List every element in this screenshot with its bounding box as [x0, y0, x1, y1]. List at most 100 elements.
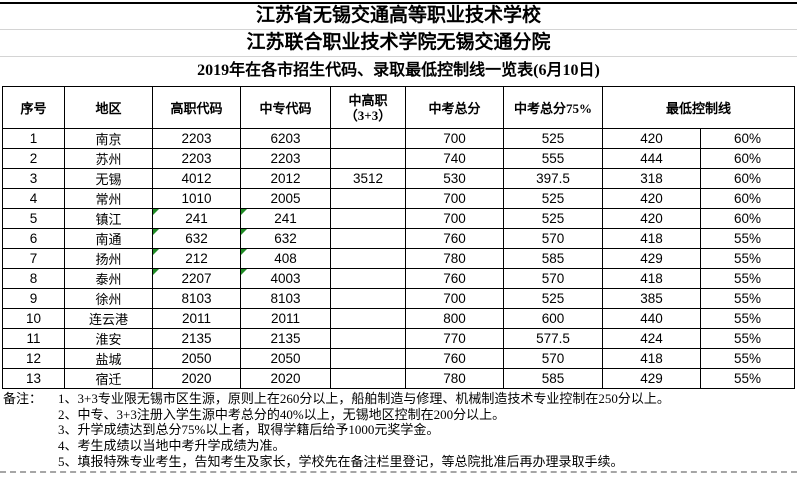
cell-min-line-score[interactable]: 429: [602, 248, 701, 269]
cell-min-line-percent[interactable]: 55%: [700, 248, 795, 269]
cell-seq[interactable]: 9: [2, 288, 65, 309]
cell-zhongzhuan-code[interactable]: 241: [240, 208, 331, 229]
cell-zhongzhuan-code[interactable]: 2203: [240, 148, 331, 169]
cell-min-line-score[interactable]: 418: [602, 228, 701, 249]
cell-zhonggaozhi[interactable]: [330, 268, 406, 289]
cell-min-line-score[interactable]: 420: [602, 128, 701, 149]
cell-min-line-percent[interactable]: 60%: [700, 208, 795, 229]
cell-min-line-score[interactable]: 440: [602, 308, 701, 329]
cell-min-line-score[interactable]: 418: [602, 348, 701, 369]
cell-region[interactable]: 连云港: [64, 308, 153, 329]
header-zhongkao-75[interactable]: 中考总分75%: [503, 86, 603, 129]
cell-region[interactable]: 无锡: [64, 168, 153, 189]
cell-seq[interactable]: 2: [2, 148, 65, 169]
cell-zhongzhuan-code[interactable]: 4003: [240, 268, 331, 289]
cell-zhongkao-75[interactable]: 577.5: [503, 328, 603, 349]
cell-zhongkao-total[interactable]: 760: [405, 348, 504, 369]
cell-min-line-percent[interactable]: 55%: [700, 368, 795, 389]
cell-region[interactable]: 苏州: [64, 148, 153, 169]
cell-min-line-percent[interactable]: 55%: [700, 288, 795, 309]
cell-zhongzhuan-code[interactable]: 2050: [240, 348, 331, 369]
header-gaozhi-code[interactable]: 高职代码: [152, 86, 241, 129]
cell-gaozhi-code[interactable]: 2020: [152, 368, 241, 389]
cell-min-line-score[interactable]: 424: [602, 328, 701, 349]
cell-min-line-percent[interactable]: 55%: [700, 308, 795, 329]
cell-min-line-percent[interactable]: 55%: [700, 228, 795, 249]
cell-zhongkao-total[interactable]: 700: [405, 288, 504, 309]
cell-zhonggaozhi[interactable]: [330, 128, 406, 149]
cell-zhongkao-total[interactable]: 770: [405, 328, 504, 349]
cell-seq[interactable]: 3: [2, 168, 65, 189]
cell-zhongzhuan-code[interactable]: 2005: [240, 188, 331, 209]
cell-zhongkao-total[interactable]: 700: [405, 208, 504, 229]
cell-seq[interactable]: 12: [2, 348, 65, 369]
header-min-control-line[interactable]: 最低控制线: [602, 86, 795, 129]
cell-gaozhi-code[interactable]: 2050: [152, 348, 241, 369]
cell-gaozhi-code[interactable]: 212: [152, 248, 241, 269]
cell-zhongkao-75[interactable]: 585: [503, 248, 603, 269]
header-seq[interactable]: 序号: [2, 86, 65, 129]
cell-zhonggaozhi[interactable]: [330, 368, 406, 389]
cell-zhonggaozhi[interactable]: [330, 148, 406, 169]
header-region[interactable]: 地区: [64, 86, 153, 129]
cell-region[interactable]: 镇江: [64, 208, 153, 229]
cell-zhonggaozhi[interactable]: [330, 208, 406, 229]
cell-zhonggaozhi[interactable]: [330, 188, 406, 209]
cell-region[interactable]: 宿迁: [64, 368, 153, 389]
cell-zhonggaozhi[interactable]: [330, 328, 406, 349]
cell-zhongkao-total[interactable]: 700: [405, 188, 504, 209]
cell-seq[interactable]: 5: [2, 208, 65, 229]
cell-zhongzhuan-code[interactable]: 6203: [240, 128, 331, 149]
cell-zhongkao-total[interactable]: 530: [405, 168, 504, 189]
cell-region[interactable]: 常州: [64, 188, 153, 209]
cell-min-line-percent[interactable]: 55%: [700, 328, 795, 349]
cell-gaozhi-code[interactable]: 632: [152, 228, 241, 249]
cell-seq[interactable]: 8: [2, 268, 65, 289]
cell-gaozhi-code[interactable]: 241: [152, 208, 241, 229]
cell-zhongkao-75[interactable]: 585: [503, 368, 603, 389]
cell-zhongkao-total[interactable]: 700: [405, 128, 504, 149]
cell-gaozhi-code[interactable]: 4012: [152, 168, 241, 189]
cell-region[interactable]: 淮安: [64, 328, 153, 349]
cell-zhonggaozhi[interactable]: [330, 288, 406, 309]
header-zhongkao-total[interactable]: 中考总分: [405, 86, 504, 129]
cell-seq[interactable]: 11: [2, 328, 65, 349]
cell-gaozhi-code[interactable]: 2011: [152, 308, 241, 329]
cell-zhonggaozhi[interactable]: [330, 308, 406, 329]
cell-region[interactable]: 扬州: [64, 248, 153, 269]
cell-zhongkao-75[interactable]: 525: [503, 288, 603, 309]
cell-zhongkao-75[interactable]: 525: [503, 208, 603, 229]
cell-seq[interactable]: 13: [2, 368, 65, 389]
cell-min-line-percent[interactable]: 60%: [700, 148, 795, 169]
cell-min-line-percent[interactable]: 60%: [700, 168, 795, 189]
cell-zhongkao-total[interactable]: 800: [405, 308, 504, 329]
cell-zhongzhuan-code[interactable]: 408: [240, 248, 331, 269]
cell-seq[interactable]: 10: [2, 308, 65, 329]
cell-zhongkao-total[interactable]: 760: [405, 228, 504, 249]
cell-min-line-score[interactable]: 385: [602, 288, 701, 309]
cell-zhongzhuan-code[interactable]: 2011: [240, 308, 331, 329]
cell-seq[interactable]: 6: [2, 228, 65, 249]
cell-gaozhi-code[interactable]: 2207: [152, 268, 241, 289]
cell-min-line-percent[interactable]: 55%: [700, 268, 795, 289]
cell-seq[interactable]: 7: [2, 248, 65, 269]
cell-zhonggaozhi[interactable]: [330, 228, 406, 249]
cell-zhongkao-75[interactable]: 570: [503, 228, 603, 249]
cell-gaozhi-code[interactable]: 2203: [152, 128, 241, 149]
cell-min-line-score[interactable]: 429: [602, 368, 701, 389]
cell-zhonggaozhi[interactable]: 3512: [330, 168, 406, 189]
cell-zhongkao-total[interactable]: 740: [405, 148, 504, 169]
cell-zhongkao-total[interactable]: 780: [405, 248, 504, 269]
cell-zhongzhuan-code[interactable]: 2020: [240, 368, 331, 389]
cell-zhongzhuan-code[interactable]: 2135: [240, 328, 331, 349]
header-zhongzhuan-code[interactable]: 中专代码: [240, 86, 331, 129]
cell-zhongkao-75[interactable]: 397.5: [503, 168, 603, 189]
cell-min-line-score[interactable]: 420: [602, 188, 701, 209]
cell-min-line-score[interactable]: 444: [602, 148, 701, 169]
cell-min-line-score[interactable]: 318: [602, 168, 701, 189]
cell-zhongkao-75[interactable]: 600: [503, 308, 603, 329]
cell-min-line-score[interactable]: 420: [602, 208, 701, 229]
cell-zhongkao-75[interactable]: 570: [503, 348, 603, 369]
cell-gaozhi-code[interactable]: 2135: [152, 328, 241, 349]
cell-min-line-percent[interactable]: 60%: [700, 188, 795, 209]
